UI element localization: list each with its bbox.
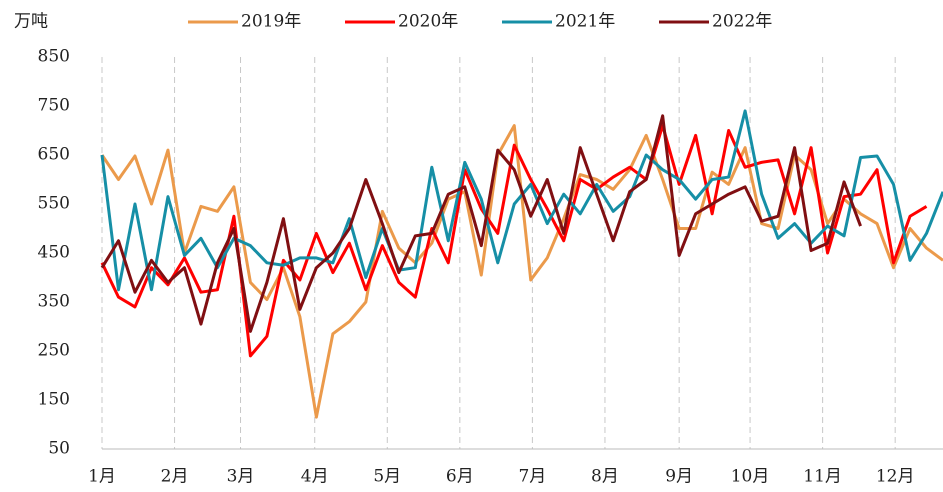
y-tick-label: 350 (38, 292, 70, 312)
x-tick-label: 7月 (518, 467, 546, 487)
x-tick-label: 4月 (301, 467, 329, 487)
x-tick-label: 12月 (876, 467, 915, 487)
y-tick-label: 850 (38, 47, 70, 67)
legend-label: 2020年 (398, 12, 458, 32)
y-tick-label: 750 (38, 96, 70, 116)
x-tick-label: 5月 (373, 467, 401, 487)
legend-label: 2019年 (241, 12, 301, 32)
x-tick-label: 3月 (227, 467, 255, 487)
series-line (100, 124, 943, 419)
x-tick-label: 6月 (446, 467, 474, 487)
legend-label: 2021年 (555, 12, 615, 32)
x-tick-label: 8月 (591, 467, 619, 487)
legend-label: 2022年 (712, 12, 772, 32)
y-tick-label: 150 (38, 390, 70, 410)
y-tick-label: 650 (38, 145, 70, 165)
x-tick-label: 11月 (803, 467, 842, 487)
y-tick-label: 550 (38, 194, 70, 214)
x-tick-label: 9月 (665, 467, 693, 487)
y-tick-label: 450 (38, 243, 70, 263)
y-tick-label: 250 (38, 341, 70, 361)
series-line (100, 124, 928, 358)
y-tick-label: 50 (48, 439, 70, 459)
series-line (100, 114, 862, 333)
y-unit-label: 万吨 (14, 12, 48, 32)
x-tick-label: 1月 (88, 467, 116, 487)
x-tick-label: 2月 (161, 467, 189, 487)
x-tick-label: 10月 (731, 467, 770, 487)
